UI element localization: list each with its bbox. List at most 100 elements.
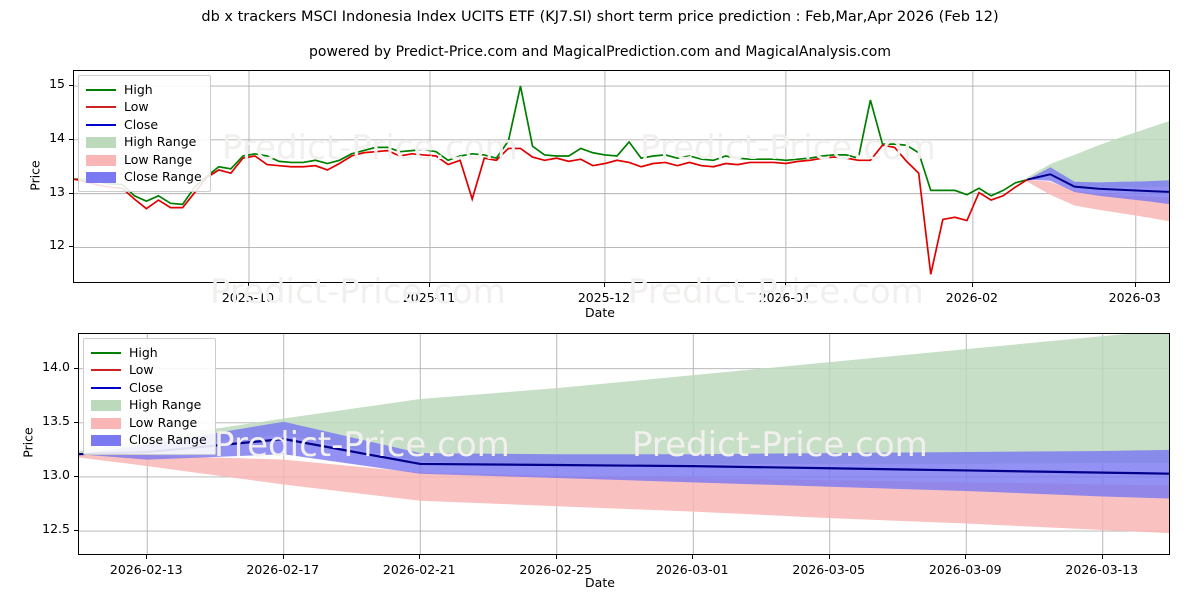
legend-item-label: High [129,344,158,360]
legend-line-swatch [86,100,116,114]
legend-swatch-fill [91,351,121,354]
x-tick-mark [282,555,284,559]
legend-item-close-range: Close Range [86,169,202,187]
legend-item-high-range: High Range [86,134,202,152]
legend-line-swatch [91,381,121,395]
legend-item-label: High [124,81,153,97]
top-x-axis-label: Date [585,305,615,320]
x-tick-label: 2026-03-09 [928,562,1002,577]
legend-item-label: Low Range [124,151,193,167]
y-tick-label: 15 [49,76,65,92]
legend-item-label: Low [124,99,149,115]
y-tick-mark [69,192,73,194]
x-tick-mark [146,555,148,559]
x-tick-mark [555,555,557,559]
legend-swatch-fill [91,417,121,429]
legend-item-label: Low Range [129,414,198,430]
top-plot-svg [74,71,1169,282]
legend-patch-swatch [86,170,116,184]
x-tick-mark [419,555,421,559]
x-tick-mark [828,555,830,559]
y-tick-mark [69,138,73,140]
legend-item-label: Close Range [129,432,207,448]
legend-line-swatch [91,363,121,377]
legend-swatch-fill [86,137,116,149]
x-tick-label: 2026-02-21 [382,562,456,577]
x-tick-mark [428,283,430,287]
legend-item-close: Close [86,116,202,134]
x-tick-mark [965,555,967,559]
x-tick-mark [971,283,973,287]
page-subtitle: powered by Predict-Price.com and Magical… [309,44,891,60]
y-tick-mark [74,475,78,477]
legend-patch-swatch [91,398,121,412]
legend-swatch-fill [91,400,121,412]
legend-item-label: Close Range [124,169,202,185]
legend-item-close-range: Close Range [91,432,207,450]
x-tick-label: 2026-02-25 [519,562,593,577]
watermark-top-left: Predict-Price.com [222,128,518,168]
legend-item-high: High [91,344,207,362]
legend-item-label: Close [124,116,159,132]
legend-line-swatch [91,346,121,360]
x-tick-mark [784,283,786,287]
x-tick-label: 2025-11 [402,290,456,305]
bottom-chart-panel: Price Date 12.5 13.0 13.5 14.0 2026-02-13 20… [0,320,1200,600]
bottom-x-axis-label: Date [585,575,615,590]
y-tick-label: 13.5 [42,412,70,428]
y-tick-label: 14.0 [42,358,70,374]
watermark-top-right: Predict-Price.com [640,128,936,168]
watermark-top-left-2: Predict-Price.com [210,272,506,312]
legend-line-swatch [86,118,116,132]
legend-item-label: High Range [124,134,197,150]
y-tick-label: 13 [49,183,65,199]
legend-item-low: Low [91,362,207,380]
page-title: db x trackers MSCI Indonesia Index UCITS… [201,9,999,25]
legend-patch-swatch [86,153,116,167]
y-tick-mark [69,85,73,87]
legend-item-low: Low [86,99,202,117]
y-tick-label: 14 [49,129,65,145]
legend-swatch-fill [86,154,116,166]
legend-item-close: Close [91,379,207,397]
y-tick-mark [74,530,78,532]
x-tick-label: 2026-03-01 [655,562,729,577]
legend-item-label: High Range [129,397,202,413]
x-tick-label: 2025-10 [221,290,275,305]
top-plot-area [73,70,1170,283]
x-tick-label: 2026-01 [758,290,811,305]
bottom-legend: High Low Close High Range Low Range Close Ran… [83,338,216,455]
watermark-top-right-2: Predict-Price.com [628,272,924,312]
legend-swatch-fill [86,172,116,184]
top-chart-panel: Price Date 12 13 14 15 2025-10 2025-11 2025-1… [28,70,1170,320]
x-tick-label: 2025-12 [577,290,631,305]
y-tick-mark [74,367,78,369]
x-tick-mark [1101,555,1103,559]
top-legend: High Low Close High Range Low Range Close Ran… [78,75,211,192]
y-tick-label: 13.0 [42,466,70,482]
legend-item-label: Low [129,362,154,378]
bottom-plot-area [78,333,1170,555]
x-tick-mark [1134,283,1136,287]
legend-swatch-fill [86,106,116,109]
x-tick-mark [692,555,694,559]
legend-item-high: High [86,81,202,99]
x-tick-label: 2026-03-13 [1065,562,1139,577]
legend-swatch-fill [91,369,121,372]
y-tick-label: 12 [49,237,65,253]
legend-swatch-fill [86,123,116,126]
legend-patch-swatch [91,433,121,447]
legend-item-low-range: Low Range [86,151,202,169]
x-tick-mark [603,283,605,287]
x-tick-mark [247,283,249,287]
legend-patch-swatch [86,135,116,149]
legend-line-swatch [86,83,116,97]
legend-item-label: Close [129,379,164,395]
y-tick-label: 12.5 [42,521,70,537]
watermark-bottom-left: Predict-Price.com [214,425,510,465]
legend-item-high-range: High Range [91,397,207,415]
y-tick-mark [74,421,78,423]
legend-swatch-fill [91,435,121,447]
x-tick-label: 2026-02 [945,290,998,305]
